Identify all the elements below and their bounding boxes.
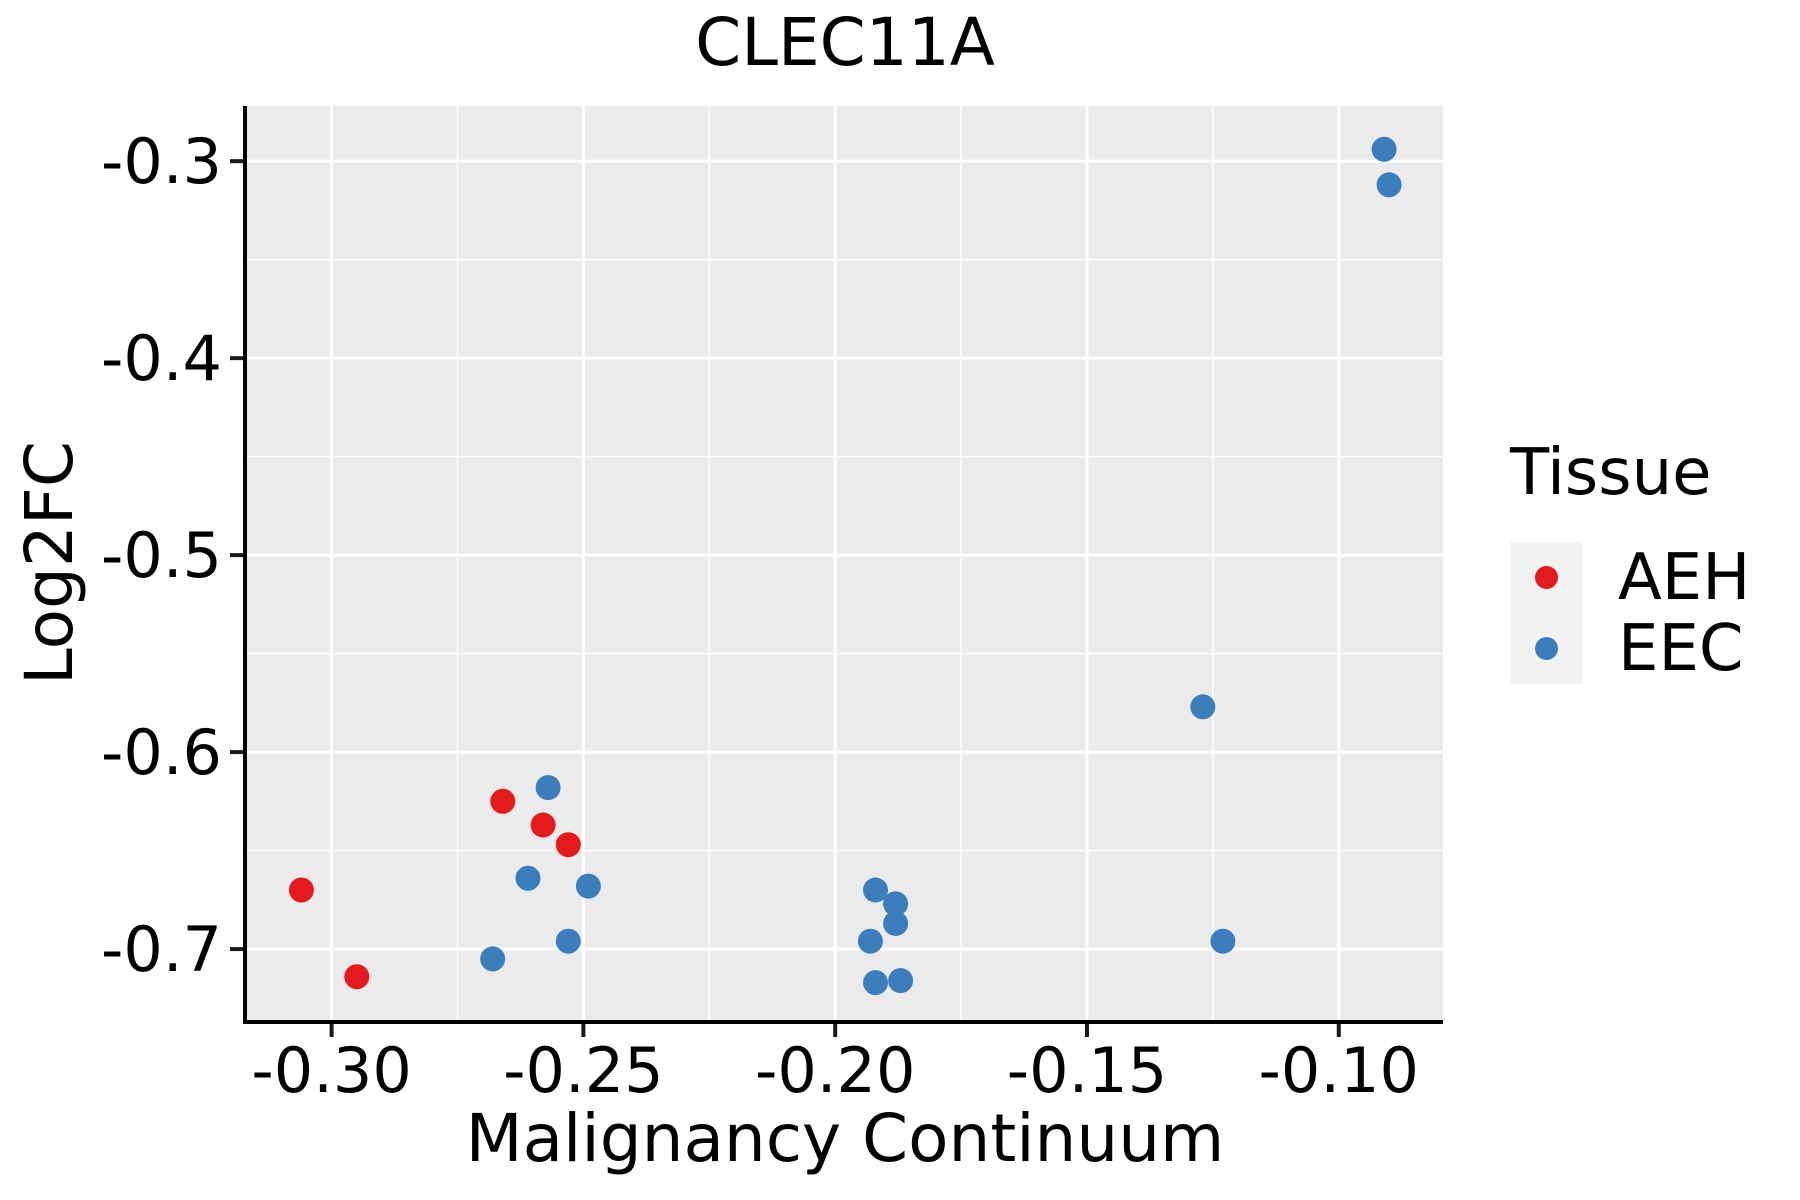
x-tick-label: -0.25 bbox=[503, 1034, 663, 1107]
data-point-aeh bbox=[530, 812, 556, 838]
legend-items: AEH EEC bbox=[1510, 540, 1800, 686]
data-point-eec bbox=[1210, 928, 1236, 954]
legend-item-aeh: AEH bbox=[1510, 540, 1800, 615]
data-point-eec bbox=[480, 946, 506, 972]
data-point-eec bbox=[1371, 136, 1397, 162]
y-tick-label: -0.3 bbox=[101, 125, 222, 198]
data-point-eec bbox=[575, 873, 601, 899]
legend-key-aeh bbox=[1510, 542, 1582, 613]
legend-label-aeh: AEH bbox=[1618, 540, 1751, 615]
x-tick-label: -0.20 bbox=[755, 1034, 915, 1107]
x-tick-label: -0.10 bbox=[1259, 1034, 1419, 1107]
data-point-aeh bbox=[288, 877, 314, 903]
data-point-eec bbox=[1190, 694, 1216, 720]
y-axis-title: Log2FC bbox=[11, 441, 88, 685]
legend-key-eec bbox=[1510, 613, 1582, 684]
y-tick-label: -0.7 bbox=[101, 913, 222, 986]
data-point-eec bbox=[863, 877, 888, 903]
data-point-aeh bbox=[490, 788, 516, 814]
x-axis-title: Malignancy Continuum bbox=[465, 1100, 1225, 1177]
data-point-eec bbox=[535, 775, 561, 801]
legend-dot-aeh-icon bbox=[1534, 566, 1558, 589]
x-tick-label: -0.30 bbox=[251, 1034, 411, 1107]
legend-dot-eec-icon bbox=[1534, 637, 1558, 660]
data-point-eec bbox=[888, 968, 914, 994]
legend-title: Tissue bbox=[1510, 436, 1712, 510]
data-point-eec bbox=[883, 911, 909, 936]
data-point-eec bbox=[515, 865, 541, 891]
plot-title: CLEC11A bbox=[695, 4, 995, 81]
legend-label-eec: EEC bbox=[1618, 611, 1744, 686]
y-tick-label: -0.5 bbox=[101, 519, 222, 592]
data-point-eec bbox=[1376, 172, 1402, 198]
panel-background bbox=[247, 106, 1443, 1020]
data-point-aeh bbox=[344, 964, 370, 990]
legend: Tissue AEH EEC bbox=[1510, 436, 1800, 686]
y-tick-label: -0.4 bbox=[101, 322, 222, 395]
data-point-eec bbox=[857, 928, 883, 954]
x-tick-label: -0.15 bbox=[1007, 1034, 1167, 1107]
y-tick-label: -0.6 bbox=[101, 716, 222, 789]
data-point-eec bbox=[863, 970, 888, 996]
legend-item-eec: EEC bbox=[1510, 611, 1800, 686]
data-point-aeh bbox=[555, 832, 581, 858]
data-point-eec bbox=[555, 928, 581, 954]
data-point-eec bbox=[883, 891, 909, 917]
